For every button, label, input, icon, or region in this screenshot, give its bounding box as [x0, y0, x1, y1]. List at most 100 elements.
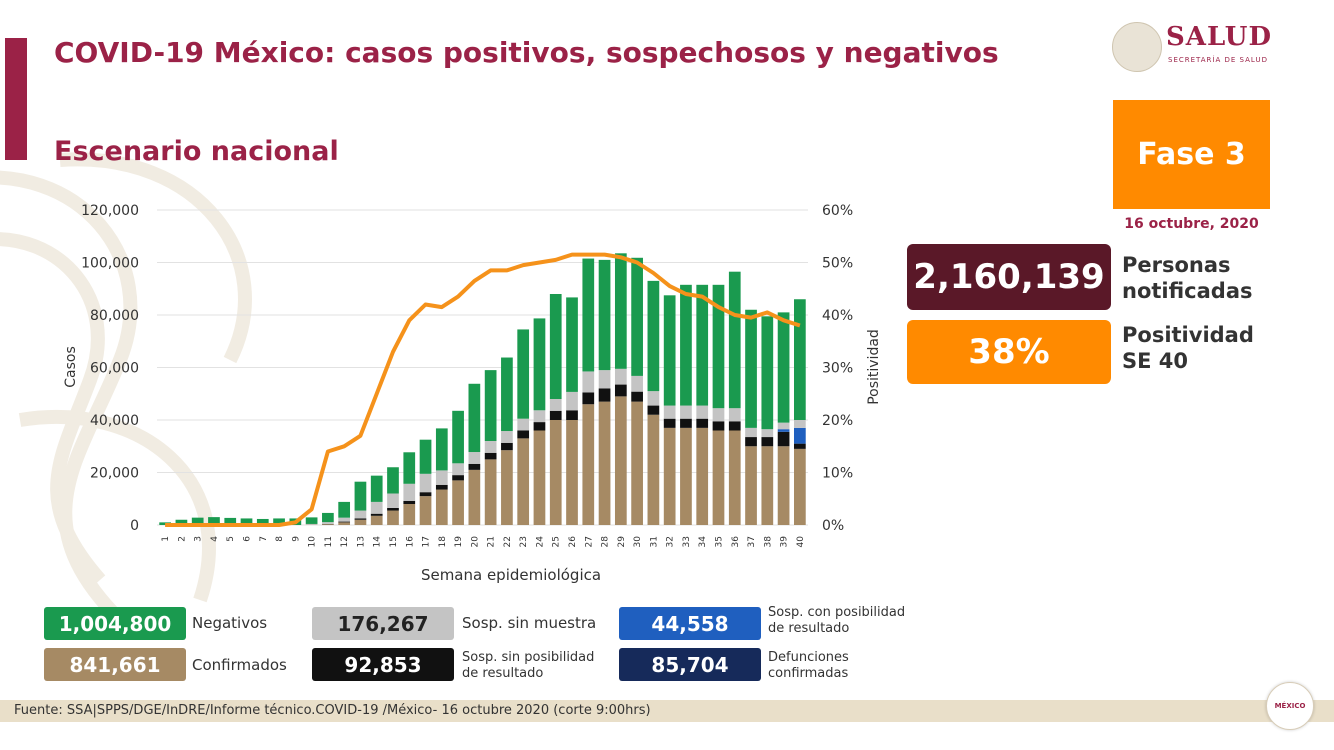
notified-value: 2,160,139	[907, 244, 1111, 310]
legend-sosp-con-posib-value: 44,558	[619, 607, 761, 640]
bar-confirmados	[614, 396, 627, 525]
x-tick-label: 34	[698, 536, 708, 548]
y-tick-label: 20,000	[90, 466, 139, 482]
bar-confirmados	[566, 420, 578, 525]
positivity-line-group	[165, 252, 801, 527]
x-tick-label: 17	[422, 536, 432, 547]
bar-confirmados	[777, 446, 790, 525]
bar-negativos	[208, 517, 220, 525]
x-tick-label: 36	[731, 536, 741, 548]
bar-sosp_sin_posib	[712, 421, 725, 431]
bar-negativos	[468, 383, 481, 453]
bar-negativos	[614, 253, 627, 369]
bar-sosp_sin_muestra	[338, 517, 351, 522]
bar-sosp_sin_posib	[728, 421, 741, 431]
bar-negativos	[403, 452, 416, 484]
bar-sosp_sin_posib	[501, 442, 513, 451]
notified-label: Personas notificadas	[1122, 252, 1253, 304]
bar-sosp_sin_posib	[549, 410, 562, 420]
legend-confirmados-label: Confirmados	[192, 656, 287, 674]
bar-negativos	[680, 284, 692, 406]
legend-sosp-sin-posib-label: Sosp. sin posibilidad de resultado	[462, 650, 594, 682]
legend-sosp-sin-muestra-value: 176,267	[312, 607, 454, 640]
y2-tick-label: 30%	[822, 361, 853, 377]
bar-negativos	[696, 284, 709, 406]
y-tick-label: 60,000	[90, 361, 139, 377]
bar-sosp_sin_posib	[484, 452, 497, 460]
bar-confirmados	[338, 522, 351, 525]
gobierno-mexico-logo-icon: MÉXICO	[1266, 682, 1314, 730]
bar-sosp_sin_muestra	[419, 473, 432, 493]
bar-confirmados	[517, 438, 530, 525]
y-axis-ticks: 0 20,000 40,000 60,000 80,000 100,000 120,000	[81, 203, 139, 534]
x-tick-label: 31	[649, 536, 659, 547]
report-date: 16 octubre, 2020	[1124, 216, 1259, 232]
bar-sosp_sin_posib	[517, 430, 530, 439]
bar-sosp_sin_posib	[338, 521, 351, 523]
x-tick-label: 40	[796, 536, 806, 548]
bar-sosp_sin_posib	[663, 418, 676, 428]
legend-defunciones-line2: confirmadas	[768, 666, 849, 681]
x-tick-label: 37	[747, 536, 757, 547]
bar-negativos	[273, 518, 285, 525]
legend-sosp-sin-posib-line2: de resultado	[462, 666, 544, 681]
bar-sosp_sin_posib	[631, 391, 643, 402]
bar-negativos	[322, 512, 334, 523]
notified-label-line1: Personas	[1122, 253, 1231, 277]
legend-sosp-con-posib-line1: Sosp. con posibilidad	[768, 605, 906, 620]
x-tick-label: 19	[454, 536, 464, 548]
bar-negativos	[240, 518, 253, 525]
bar-negativos	[224, 517, 237, 525]
page-title: COVID-19 México: casos positivos, sospec…	[54, 36, 999, 69]
bar-negativos	[631, 257, 643, 376]
bar-sosp_sin_posib	[370, 513, 383, 516]
bar-sosp_sin_muestra	[501, 431, 513, 443]
y-tick-label: 80,000	[90, 308, 139, 324]
bar-negativos	[533, 318, 546, 411]
x-tick-label: 11	[324, 536, 334, 547]
bar-sosp_sin_muestra	[680, 405, 692, 419]
bar-sosp_sin_posib	[614, 384, 627, 397]
bar-negativos	[354, 481, 367, 511]
x-tick-label: 30	[633, 536, 643, 548]
x-tick-label: 24	[535, 536, 545, 548]
x-tick-label: 32	[666, 536, 676, 547]
x-tick-label: 18	[438, 536, 448, 548]
legend-negativos-value: 1,004,800	[44, 607, 186, 640]
salud-logo-text: SALUD	[1166, 22, 1273, 52]
x-tick-label: 14	[373, 536, 383, 548]
x-tick-label: 25	[552, 536, 562, 547]
y2-tick-label: 10%	[822, 466, 853, 482]
x-tick-label: 5	[226, 536, 236, 542]
bar-negativos	[338, 501, 351, 518]
bar-sosp_sin_muestra	[452, 463, 464, 476]
bar-sosp_sin_posib	[387, 507, 399, 511]
bar-negativos	[712, 284, 725, 409]
legend-confirmados-value: 841,661	[44, 648, 186, 681]
bar-confirmados	[419, 496, 432, 525]
x-tick-label: 27	[584, 536, 594, 547]
bar-negativos	[549, 294, 562, 399]
footer-source: Fuente: SSA|SPPS/DGE/InDRE/Informe técni…	[14, 703, 651, 718]
bar-sosp_sin_muestra	[566, 391, 578, 411]
chart-grid	[157, 209, 808, 526]
bar-negativos	[387, 467, 399, 494]
bar-negativos	[305, 517, 318, 524]
bar-negativos	[419, 439, 432, 474]
bar-confirmados	[598, 401, 611, 525]
bar-confirmados	[354, 519, 367, 525]
bar-sosp_sin_muestra	[761, 429, 774, 438]
bar-confirmados	[663, 427, 676, 525]
bar-sosp_sin_muestra	[517, 418, 530, 431]
bar-negativos	[761, 316, 774, 430]
bar-sosp_sin_posib	[419, 492, 432, 497]
x-tick-label: 35	[714, 536, 724, 547]
legend-negativos-label: Negativos	[192, 614, 268, 632]
bar-sosp_sin_muestra	[598, 370, 611, 389]
bar-negativos	[566, 297, 578, 392]
bar-sosp_sin_posib	[761, 437, 774, 447]
bar-confirmados	[452, 480, 464, 525]
title-accent-bar	[5, 38, 27, 160]
bar-negativos	[777, 312, 790, 423]
bar-sosp_sin_posib	[435, 484, 448, 490]
